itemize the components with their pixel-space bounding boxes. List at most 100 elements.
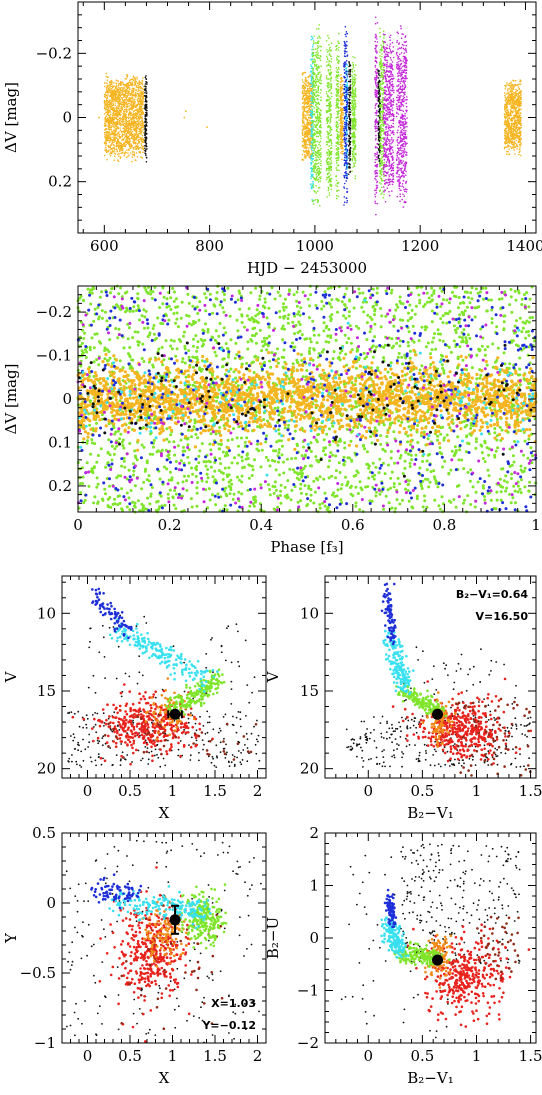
lightcurve-point	[510, 81, 512, 83]
lightcurve-point	[126, 144, 128, 146]
lightcurve-point	[313, 190, 315, 192]
lightcurve-point	[144, 127, 146, 129]
lightcurve-point	[326, 56, 328, 58]
lightcurve-point	[520, 109, 522, 111]
lightcurve-point	[320, 118, 322, 120]
lightcurve-point	[126, 108, 128, 110]
lightcurve-point	[318, 36, 320, 38]
lightcurve-point	[128, 87, 130, 89]
lightcurve-point	[330, 77, 332, 79]
lightcurve-point	[145, 109, 147, 111]
lightcurve-point	[312, 181, 314, 183]
lightcurve-point	[329, 47, 331, 49]
lightcurve-point	[330, 66, 332, 68]
lightcurve-point	[142, 100, 144, 102]
lightcurve-point	[127, 156, 129, 158]
lightcurve-point	[329, 158, 331, 160]
lightcurve-point	[311, 171, 313, 173]
lightcurve-point	[352, 151, 354, 153]
lightcurve-point	[336, 71, 338, 73]
lightcurve-point	[302, 118, 304, 120]
lightcurve-point	[516, 131, 518, 133]
lightcurve-point	[340, 129, 342, 131]
lightcurve-point	[518, 141, 520, 143]
lightcurve-point	[330, 80, 332, 82]
lightcurve-point	[516, 124, 518, 126]
lightcurve-point	[317, 141, 319, 143]
lightcurve-point	[105, 140, 107, 142]
lightcurve-point	[335, 154, 337, 156]
lightcurve-point	[320, 127, 322, 129]
lightcurve-point	[310, 64, 312, 66]
lightcurve-point	[350, 147, 352, 149]
lightcurve-point	[117, 105, 119, 107]
lightcurve-point	[353, 139, 355, 141]
lightcurve-point	[354, 112, 356, 114]
lightcurve-point	[379, 103, 381, 105]
lightcurve-point	[331, 153, 333, 155]
lightcurve-point	[136, 137, 138, 139]
lightcurve-point	[336, 162, 338, 164]
lightcurve-point	[116, 148, 118, 150]
lightcurve-point	[351, 136, 353, 138]
lightcurve-point	[342, 114, 344, 116]
lightcurve-point	[115, 114, 117, 116]
lightcurve-point	[519, 105, 521, 107]
lightcurve-point	[116, 142, 118, 144]
lightcurve-point	[131, 90, 133, 92]
lightcurve-point	[116, 113, 118, 115]
lightcurve-point	[336, 190, 338, 192]
lightcurve-point	[135, 95, 137, 97]
lightcurve-point	[340, 152, 342, 154]
lightcurve-point	[314, 107, 316, 109]
lightcurve-point	[141, 100, 143, 102]
lightcurve-point	[132, 131, 134, 133]
lightcurve-point	[125, 114, 127, 116]
lightcurve-point	[104, 94, 106, 96]
lightcurve-point	[140, 102, 142, 104]
lightcurve-point	[379, 109, 381, 111]
lightcurve-point	[519, 103, 521, 105]
lightcurve-point	[337, 149, 339, 151]
lightcurve-point	[338, 156, 340, 158]
lightcurve-point	[317, 190, 319, 192]
lightcurve-point	[507, 141, 509, 143]
lightcurve-point	[327, 154, 329, 156]
lightcurve-point	[112, 125, 114, 127]
lightcurve-point	[513, 103, 515, 105]
lightcurve-point	[307, 122, 309, 124]
lightcurve-point	[111, 125, 113, 127]
lightcurve-point	[146, 161, 148, 163]
lightcurve-point	[117, 96, 119, 98]
lightcurve-point	[338, 189, 340, 191]
lightcurve-point	[318, 89, 320, 91]
lightcurve-point	[132, 88, 134, 90]
lightcurve-point	[340, 78, 342, 80]
lightcurve-point	[330, 55, 332, 57]
lightcurve-point	[337, 59, 339, 61]
lightcurve-point	[378, 90, 380, 92]
lightcurve-point	[328, 37, 330, 39]
lightcurve-point	[313, 126, 315, 128]
lightcurve-point	[109, 132, 111, 134]
lightcurve-point	[313, 68, 315, 70]
lightcurve-point	[315, 154, 317, 156]
lightcurve-point	[124, 134, 126, 136]
lightcurve-point	[309, 101, 311, 103]
lightcurve-point	[106, 121, 108, 123]
lightcurve-point	[509, 85, 511, 87]
lightcurve-point	[313, 55, 315, 57]
lightcurve-point	[142, 127, 144, 129]
lightcurve-point	[128, 149, 130, 151]
lightcurve-point	[106, 107, 108, 109]
lightcurve-point	[120, 103, 122, 105]
lightcurve-point	[146, 146, 148, 148]
lightcurve-point	[113, 138, 115, 140]
lightcurve-point	[311, 39, 313, 41]
lightcurve-point	[302, 114, 304, 116]
lightcurve-point	[510, 109, 512, 111]
lightcurve-point	[124, 153, 126, 155]
lightcurve-point	[125, 130, 127, 132]
lightcurve-point	[314, 94, 316, 96]
lightcurve-point	[336, 175, 338, 177]
